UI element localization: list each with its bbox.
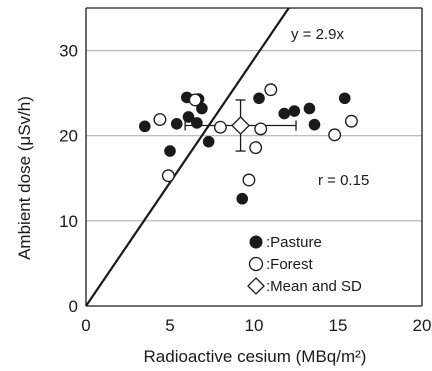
point-filled-circle-1 [164,145,176,157]
legend-item-forest: :Forest [248,256,314,273]
x-tick-label-5: 5 [165,316,174,335]
point-filled-circle-13 [303,102,316,115]
legend-marker-mean-sd [247,277,265,295]
point-filled-circle-12 [288,105,301,117]
point-filled-circle-5 [191,117,203,129]
point-filled-circle-4 [182,111,195,123]
grid-lines [86,50,422,222]
legend-item-mean-sd: :Mean and SD [247,277,362,295]
point-open-circle-0 [153,113,167,126]
y-axis-label: Ambient dose (μSv/h) [15,96,34,260]
legend-label-forest: :Forest [266,256,314,273]
tick-labels: 0 10 20 30 0 5 10 15 20 [59,42,431,335]
point-filled-circle-14 [308,118,321,131]
point-open-circle-3 [213,120,227,134]
point-filled-circle-15 [338,92,351,105]
point-open-circle-2 [188,93,202,107]
x-tick-label-10: 10 [245,316,264,335]
point-open-circle-9 [344,114,358,128]
legend-marker-pasture [249,235,263,249]
legend-label-mean-sd: :Mean and SD [266,278,362,295]
y-tick-label-20: 20 [59,127,78,146]
data-points [139,83,358,205]
y-tick-label-10: 10 [59,212,78,231]
point-filled-circle-9 [236,192,249,205]
point-filled-circle-8 [202,135,215,148]
fit-line-label: y = 2.9x [291,26,344,43]
point-filled-circle-10 [253,92,265,105]
x-tick-label-15: 15 [329,316,348,335]
point-open-circle-8 [328,128,342,142]
point-open-circle-4 [242,173,256,187]
mean-diamond [231,116,250,135]
point-open-circle-7 [264,83,278,97]
y-tick-label-0: 0 [69,297,78,316]
point-filled-circle-2 [170,117,183,130]
point-open-circle-5 [249,141,263,155]
point-filled-circle-11 [278,107,291,120]
legend: :Pasture :Forest :Mean and SD [247,234,362,295]
point-open-circle-1 [161,169,175,183]
fit-line-group [85,7,290,307]
x-axis-label: Radioactive cesium (MBq/m²) [144,347,367,366]
legend-item-pasture: :Pasture [249,234,322,251]
axes [85,7,423,307]
x-tick-label-20: 20 [413,316,432,335]
fit-line [85,7,290,307]
correlation-annotation: r = 0.15 [318,172,369,189]
legend-marker-forest [248,256,264,272]
point-filled-circle-0 [139,120,151,133]
legend-label-pasture: :Pasture [266,234,322,251]
point-filled-circle-7 [196,102,208,115]
point-open-circle-6 [254,122,268,136]
x-tick-label-0: 0 [81,316,90,335]
y-tick-label-30: 30 [59,42,78,61]
